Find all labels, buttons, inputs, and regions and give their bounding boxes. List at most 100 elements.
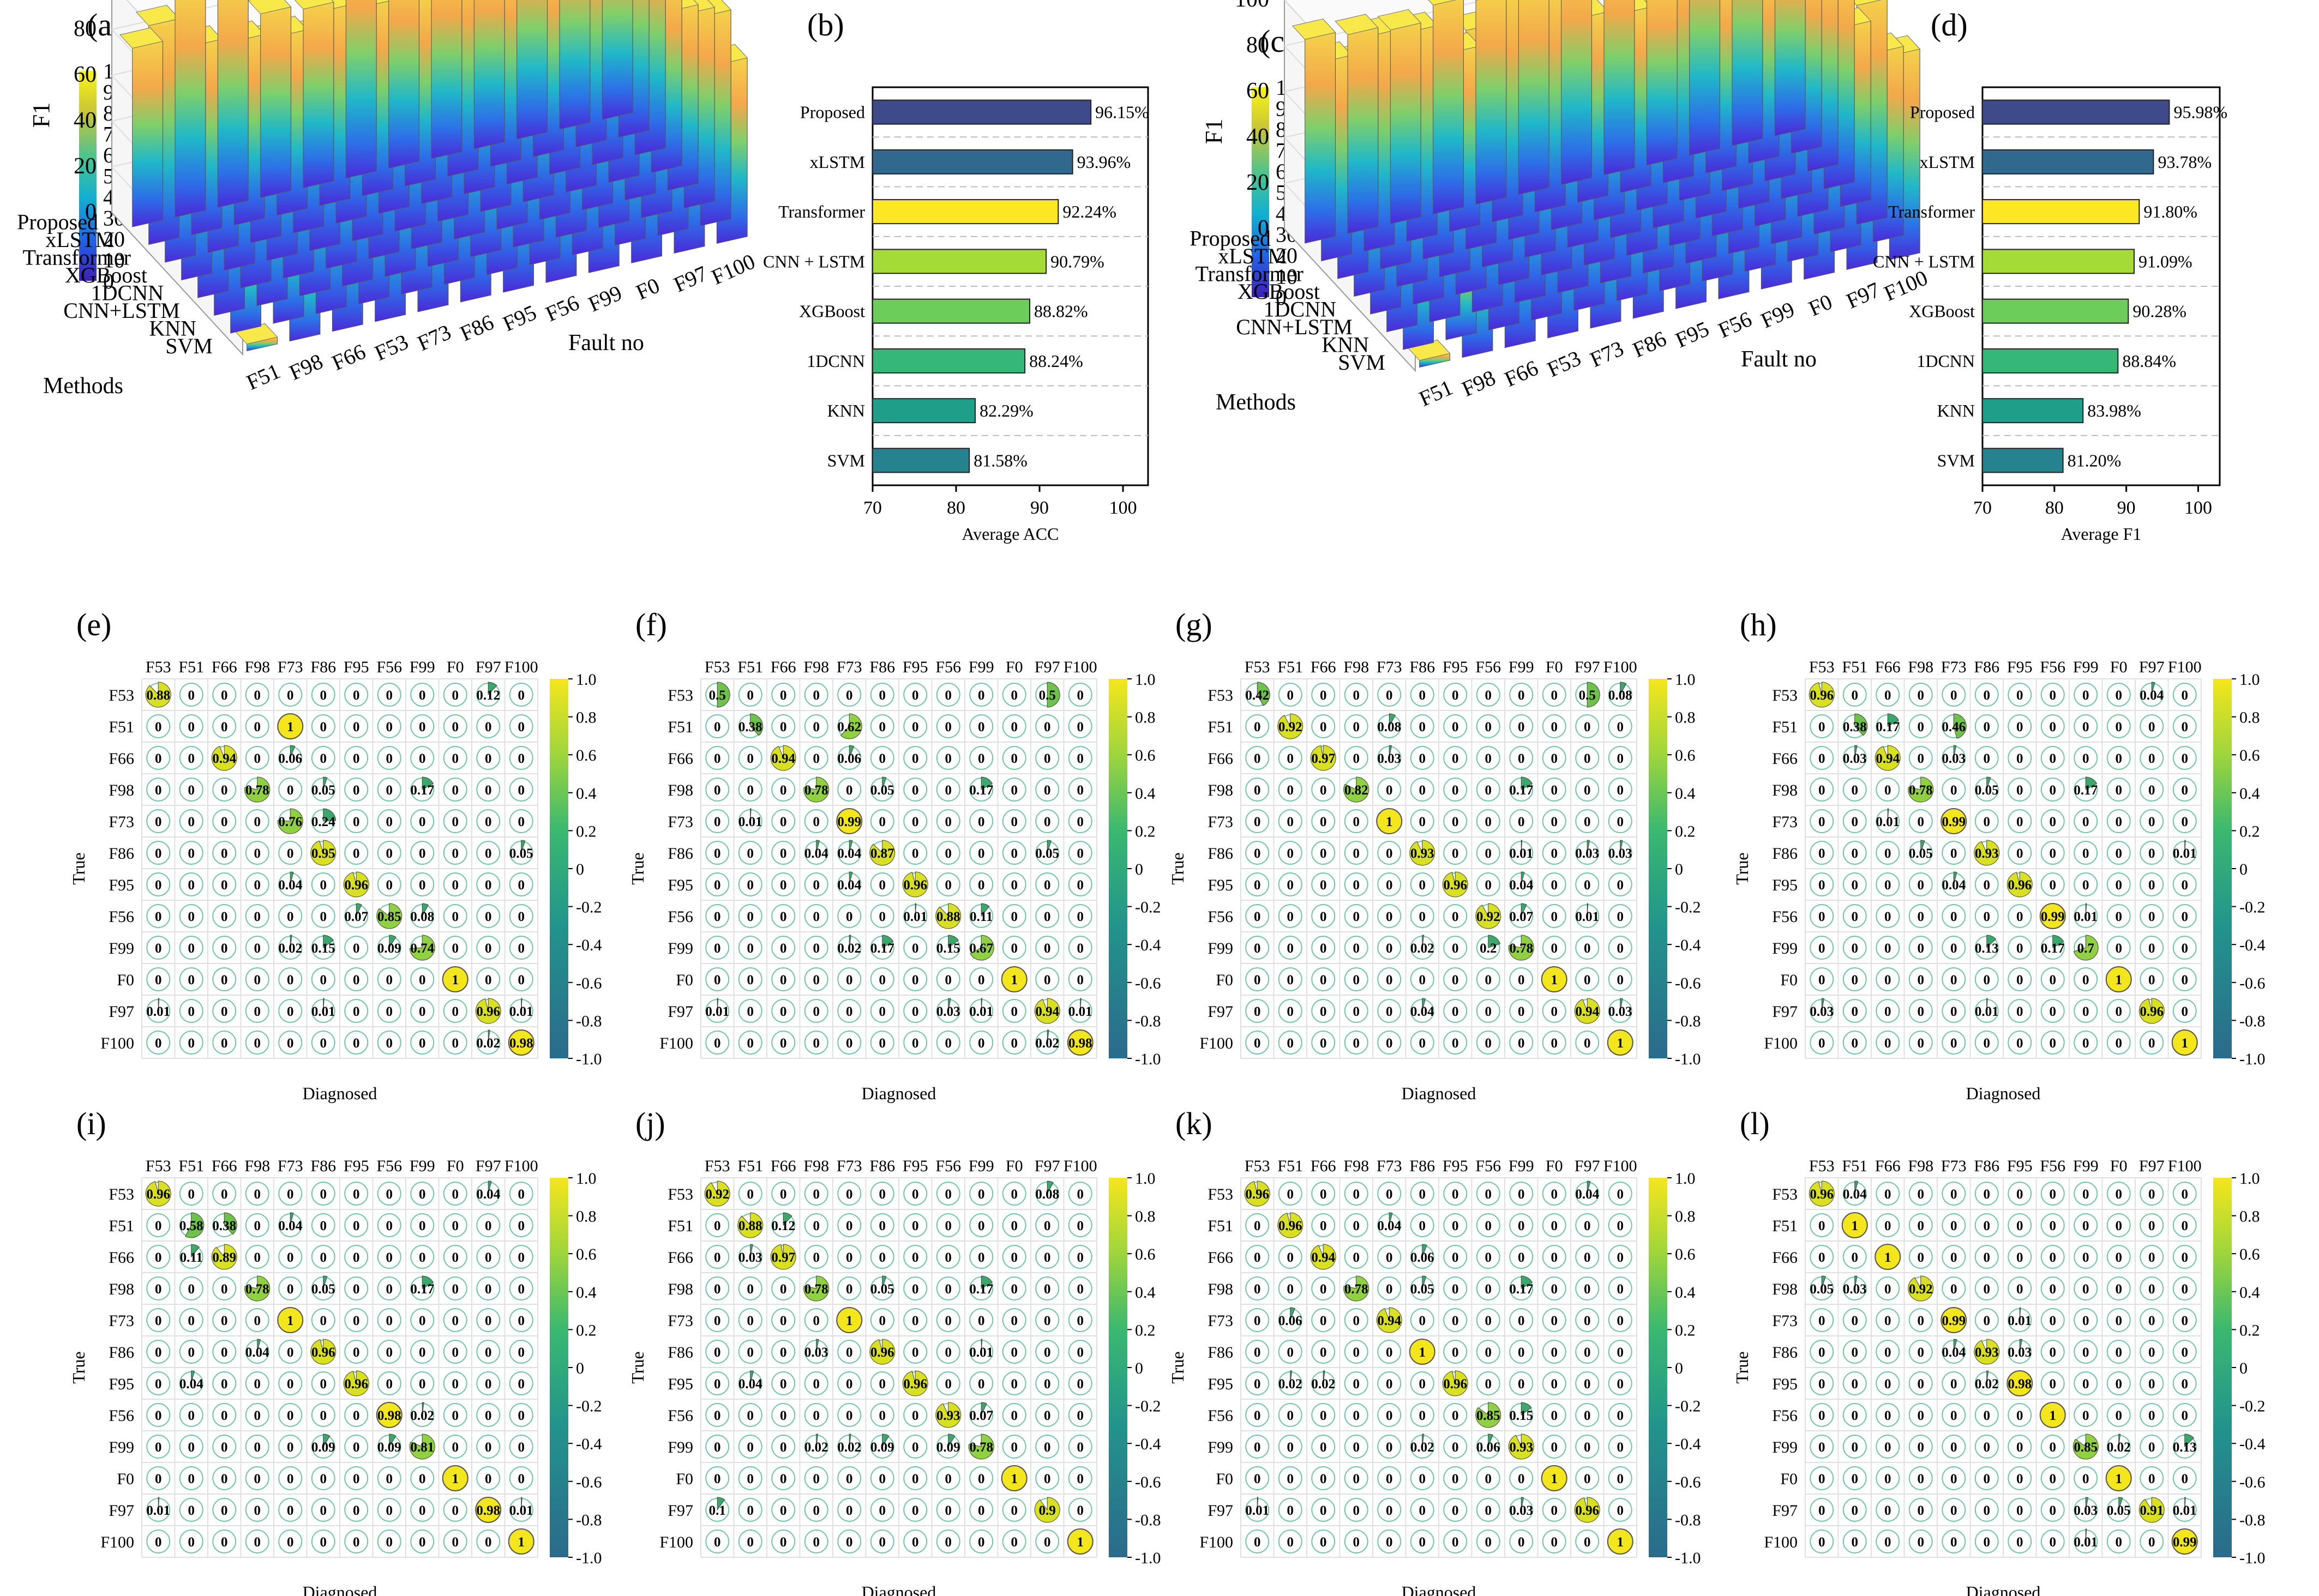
matrix-cell: 0 bbox=[344, 1466, 369, 1490]
matrix-cell: 0 bbox=[903, 1276, 928, 1300]
matrix-cell: 0 bbox=[1311, 714, 1336, 738]
matrix-cell: 0 bbox=[2106, 1245, 2131, 1269]
cell-value: 0 bbox=[780, 1535, 787, 1550]
z-axis-label: F1 bbox=[1200, 119, 1227, 144]
cell-value: 0 bbox=[386, 1036, 393, 1051]
matrix-cell: 0 bbox=[179, 936, 203, 960]
cell-value: 0 bbox=[2148, 783, 2155, 798]
cell-value: 0 bbox=[518, 1314, 525, 1328]
matrix-cell: 0 bbox=[509, 1435, 533, 1459]
matrix-cell: 0 bbox=[1974, 1213, 1999, 1237]
matrix-cell: 0.94 bbox=[1875, 745, 1901, 771]
matrix-cell: 0 bbox=[1035, 1403, 1060, 1427]
cell-value: 0 bbox=[2116, 1282, 2123, 1297]
matrix-cell: 0 bbox=[1842, 1308, 1867, 1332]
method-tick-label: Proposed bbox=[17, 209, 98, 234]
matrix-cell: 0 bbox=[969, 872, 994, 896]
cell-value: 0 bbox=[1419, 720, 1426, 734]
cell-value: 0 bbox=[1950, 1377, 1957, 1392]
matrix-cell: 0 bbox=[1542, 936, 1566, 960]
cell-value: 0.89 bbox=[212, 1250, 236, 1265]
cell-value: 0 bbox=[1254, 1036, 1261, 1051]
z-tick-label: 20 bbox=[1246, 170, 1269, 195]
matrix-cell: 0 bbox=[212, 778, 237, 802]
cell-value: 0 bbox=[2182, 910, 2189, 924]
matrix-cell: 0 bbox=[1311, 872, 1336, 896]
cell-value: 0.02 bbox=[1410, 941, 1434, 956]
cell-value: 0 bbox=[485, 1219, 492, 1233]
matrix-cell: 0 bbox=[1443, 778, 1468, 802]
panel-3d-1: (c)0102030405060708090100020406080100F1P… bbox=[1189, 0, 1931, 415]
row-label: F0 bbox=[1216, 971, 1233, 989]
cell-value: 0 bbox=[1320, 941, 1327, 956]
cell-value: 0 bbox=[2148, 1345, 2155, 1360]
matrix-cell: 0 bbox=[738, 872, 762, 896]
x-axis-label: Average F1 bbox=[2061, 524, 2142, 544]
x-tick-label: 70 bbox=[1973, 498, 1992, 518]
matrix-cell: 0 bbox=[278, 778, 303, 802]
cell-value: 0 bbox=[452, 941, 459, 956]
x-tick-label: 80 bbox=[947, 498, 965, 518]
y-axis-label: True bbox=[628, 1351, 647, 1383]
cell-value: 0.04 bbox=[1843, 1187, 1867, 1202]
matrix-cell: 0 bbox=[311, 1403, 335, 1427]
matrix-cell: 0 bbox=[146, 872, 171, 896]
cell-value: 1 bbox=[287, 720, 294, 734]
matrix-cell: 0 bbox=[1002, 1308, 1026, 1332]
cell-value: 0.88 bbox=[738, 1219, 762, 1233]
cell-value: 0 bbox=[1452, 846, 1459, 861]
cell-value: 0 bbox=[1287, 1472, 1294, 1486]
matrix-cell: 0 bbox=[1443, 999, 1468, 1023]
cell-value: 0 bbox=[1884, 688, 1891, 703]
matrix-cell: 0 bbox=[245, 1403, 269, 1427]
matrix-cell: 0.92 bbox=[1475, 903, 1501, 929]
matrix-cell: 0 bbox=[2140, 1308, 2164, 1332]
cell-value: 0 bbox=[1044, 910, 1051, 924]
matrix-cell: 0 bbox=[804, 967, 828, 991]
matrix-cell: 0.98 bbox=[475, 1497, 502, 1523]
cell-value: 0 bbox=[747, 1187, 754, 1202]
row-label: F56 bbox=[668, 1407, 693, 1425]
cell-value: 0 bbox=[1518, 688, 1525, 703]
cell-value: 0 bbox=[846, 1345, 853, 1360]
cell-value: 0 bbox=[2116, 1187, 2123, 1202]
matrix-cell: 0 bbox=[1002, 746, 1026, 770]
cell-value: 0.04 bbox=[1410, 1004, 1434, 1019]
colorbar-tick-label: 0 bbox=[576, 860, 584, 878]
cell-value: 0.09 bbox=[377, 1440, 401, 1455]
cell-value: 0 bbox=[1984, 973, 1991, 987]
matrix-cell: 0 bbox=[1245, 1466, 1270, 1490]
matrix-cell: 0 bbox=[509, 904, 533, 928]
matrix-cell: 0 bbox=[179, 778, 203, 802]
matrix-cell: 0 bbox=[1068, 1308, 1092, 1332]
cell-value: 0 bbox=[1852, 783, 1859, 798]
cell-value: 0 bbox=[945, 688, 952, 703]
matrix-cell: 0 bbox=[1245, 999, 1270, 1023]
cell-value: 0 bbox=[1044, 815, 1051, 829]
cell-value: 0.06 bbox=[1410, 1250, 1434, 1265]
cell-value: 0 bbox=[1950, 688, 1957, 703]
cell-value: 0 bbox=[1320, 720, 1327, 734]
matrix-cell: 0 bbox=[870, 1031, 894, 1055]
matrix-cell: 0 bbox=[212, 1276, 237, 1300]
cell-value: 0 bbox=[1353, 941, 1360, 956]
cell-value: 0 bbox=[221, 815, 228, 829]
method-tick-label: Transformer bbox=[23, 245, 131, 269]
matrix-cell: 0 bbox=[1278, 746, 1302, 770]
matrix-cell: 0 bbox=[2172, 809, 2197, 833]
cell-value: 0 bbox=[353, 751, 360, 766]
matrix-cell: 0 bbox=[179, 872, 203, 896]
cell-value: 0 bbox=[254, 878, 261, 893]
cell-value: 0 bbox=[978, 1314, 985, 1328]
cell-value: 0 bbox=[1353, 1535, 1360, 1550]
matrix-cell: 0 bbox=[1842, 999, 1867, 1023]
matrix-cell: 0 bbox=[1278, 1031, 1302, 1055]
matrix-cell: 1 bbox=[1001, 1465, 1028, 1491]
matrix-cell: 0.38 bbox=[738, 713, 764, 738]
cell-value: 0 bbox=[714, 720, 721, 734]
matrix-cell: 0 bbox=[969, 1213, 994, 1237]
matrix-cell: 0 bbox=[738, 778, 762, 802]
cell-value: 0 bbox=[1551, 1535, 1558, 1550]
matrix-cell: 0 bbox=[278, 1403, 303, 1427]
cell-value: 0 bbox=[518, 1187, 525, 1202]
